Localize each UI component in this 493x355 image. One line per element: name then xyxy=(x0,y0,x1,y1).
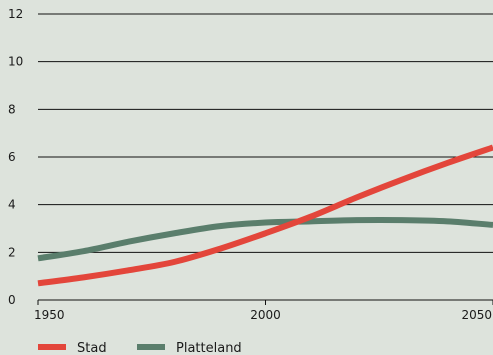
y-tick-label: 2 xyxy=(8,245,16,259)
legend: Stad Platteland xyxy=(38,341,242,355)
y-tick-label: 10 xyxy=(8,55,23,69)
series-line-platteland xyxy=(37,217,493,262)
x-tick-label: 2000 xyxy=(250,308,281,322)
x-axis-ticks: 1950 2000 2050 xyxy=(34,300,493,322)
y-tick-label: 4 xyxy=(8,198,16,212)
series-line-stad xyxy=(37,144,493,287)
legend-label-platteland: Platteland xyxy=(176,341,242,355)
y-tick-label: 8 xyxy=(8,102,16,116)
x-tick-label: 1950 xyxy=(34,308,65,322)
y-tick-label: 0 xyxy=(8,293,16,307)
legend-label-stad: Stad xyxy=(77,341,107,355)
y-axis-ticks: 0 2 4 6 8 10 12 xyxy=(8,7,23,307)
series-lines xyxy=(37,144,493,287)
x-tick-label: 2050 xyxy=(461,308,492,322)
y-tick-label: 6 xyxy=(8,150,16,164)
grid-lines xyxy=(38,13,493,301)
y-tick-label: 12 xyxy=(8,7,23,21)
